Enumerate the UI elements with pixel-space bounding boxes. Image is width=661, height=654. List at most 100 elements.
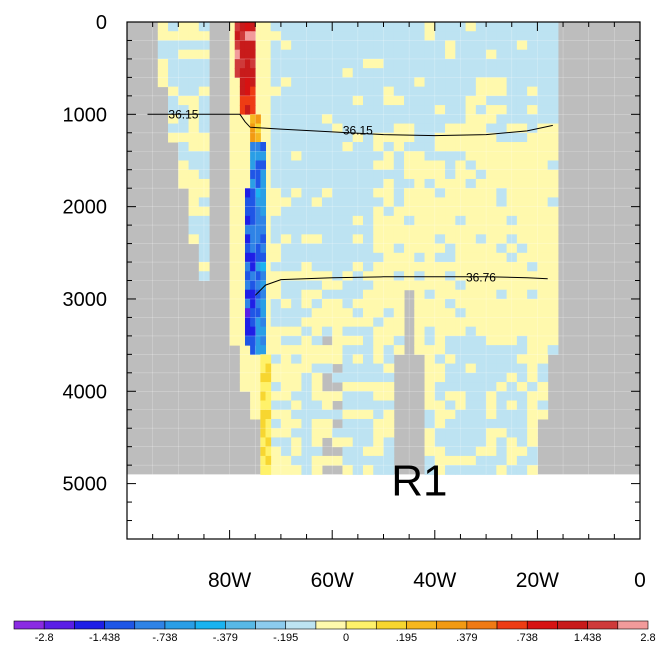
data-cell xyxy=(332,455,343,466)
data-cell xyxy=(157,22,169,32)
anomaly-cell xyxy=(255,160,261,171)
data-cell xyxy=(270,142,282,152)
x-tick-label: 0 xyxy=(634,569,646,592)
anomaly-cell xyxy=(250,298,256,309)
data-cell xyxy=(475,31,487,41)
data-cell xyxy=(516,465,528,475)
data-cell xyxy=(445,400,456,411)
data-cell xyxy=(352,271,364,281)
data-cell xyxy=(393,206,405,217)
data-cell xyxy=(506,58,518,69)
data-cell xyxy=(168,114,179,125)
data-cell xyxy=(301,151,313,161)
contour-label: 36.15 xyxy=(168,107,198,121)
data-cell xyxy=(198,40,210,51)
anomaly-cell xyxy=(250,317,256,328)
data-cell xyxy=(301,31,313,41)
data-cell xyxy=(291,354,302,365)
data-cell xyxy=(332,215,343,226)
anomaly-cell xyxy=(260,280,267,291)
data-cell xyxy=(434,437,446,448)
data-cell xyxy=(188,160,200,171)
data-cell xyxy=(188,178,200,189)
data-cell xyxy=(465,289,477,300)
data-cell xyxy=(321,326,333,337)
data-cell xyxy=(270,280,282,291)
data-cell xyxy=(393,188,405,198)
data-cell xyxy=(352,160,364,171)
data-cell xyxy=(445,243,456,254)
data-cell xyxy=(373,372,384,383)
data-cell xyxy=(291,455,302,466)
data-cell xyxy=(342,49,354,60)
data-cell xyxy=(516,400,528,411)
data-cell xyxy=(527,31,538,41)
data-cell xyxy=(270,400,282,411)
data-cell xyxy=(537,215,549,226)
data-cell xyxy=(455,206,467,217)
data-cell xyxy=(321,206,333,217)
data-cell xyxy=(527,160,538,171)
data-cell xyxy=(383,262,395,272)
anomaly-cell xyxy=(255,114,261,125)
data-cell xyxy=(311,58,323,69)
data-cell xyxy=(404,197,415,208)
data-cell xyxy=(414,114,426,125)
data-cell xyxy=(291,160,302,171)
data-cell xyxy=(373,280,384,291)
data-cell xyxy=(352,40,364,51)
data-cell xyxy=(168,77,179,88)
data-cell xyxy=(506,243,518,254)
data-cell xyxy=(352,345,364,355)
data-cell xyxy=(342,455,354,466)
data-cell xyxy=(404,49,415,60)
data-cell xyxy=(332,86,343,97)
data-cell xyxy=(434,49,446,60)
data-cell xyxy=(352,400,364,411)
data-cell xyxy=(362,105,374,115)
anomaly-cell xyxy=(260,271,267,281)
anomaly-cell xyxy=(234,22,241,32)
data-cell xyxy=(280,68,292,78)
data-cell xyxy=(424,289,436,300)
data-cell xyxy=(486,225,497,235)
data-cell xyxy=(496,95,508,106)
anomaly-cell xyxy=(250,77,256,88)
data-cell xyxy=(362,437,374,448)
data-cell xyxy=(547,317,559,328)
data-cell xyxy=(352,317,364,328)
data-cell xyxy=(434,345,446,355)
data-cell xyxy=(455,354,467,365)
data-cell xyxy=(383,105,395,115)
data-cell xyxy=(434,188,446,198)
data-cell xyxy=(352,169,364,180)
anomaly-cell xyxy=(260,391,267,402)
data-cell xyxy=(332,437,343,448)
data-cell xyxy=(301,317,313,328)
data-cell xyxy=(506,465,518,475)
data-cell xyxy=(280,335,292,346)
data-cell xyxy=(373,68,384,78)
data-cell xyxy=(260,58,272,69)
data-cell xyxy=(301,372,313,383)
data-cell xyxy=(414,58,426,69)
data-cell xyxy=(373,437,384,448)
data-cell xyxy=(342,400,354,411)
data-cell xyxy=(424,317,436,328)
data-cell xyxy=(445,142,456,152)
data-cell xyxy=(516,77,528,88)
data-cell xyxy=(547,105,559,115)
data-cell xyxy=(434,132,446,143)
data-cell xyxy=(414,308,426,318)
data-cell xyxy=(496,400,508,411)
data-cell xyxy=(455,49,467,60)
data-cell xyxy=(455,225,467,235)
data-cell xyxy=(188,132,200,143)
anomaly-cell xyxy=(250,308,256,318)
data-cell xyxy=(352,243,364,254)
data-cell xyxy=(475,58,487,69)
data-cell xyxy=(506,142,518,152)
data-cell xyxy=(373,446,384,457)
data-cell xyxy=(547,49,559,60)
data-cell xyxy=(321,160,333,171)
